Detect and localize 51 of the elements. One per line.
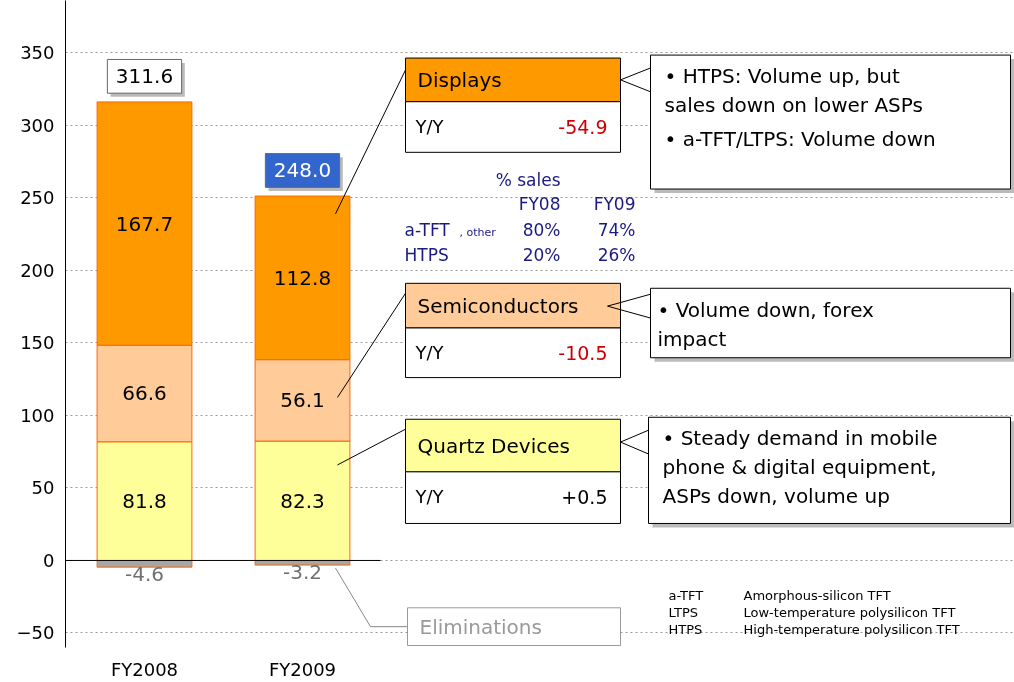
text: 74% xyxy=(597,219,636,240)
y-tick-label: 350 xyxy=(20,42,55,64)
total-label: 248.0 xyxy=(273,158,332,183)
data-label: 56.1 xyxy=(280,388,325,413)
y-tick-label: 250 xyxy=(20,187,55,209)
y-tick-label: 50 xyxy=(31,477,55,499)
data-label: -4.6 xyxy=(124,562,165,587)
y-tick-label: 300 xyxy=(20,114,55,136)
y-tick-label: 150 xyxy=(20,332,55,354)
data-label: -3.2 xyxy=(282,560,323,585)
text: HTPS xyxy=(668,622,703,638)
text: +0.5 xyxy=(561,485,608,508)
text: , other xyxy=(459,226,497,240)
text: Y/Y xyxy=(414,486,445,508)
x-tick-label: FY2009 xyxy=(268,658,337,680)
data-label: 112.8 xyxy=(273,265,332,290)
text: a-TFT xyxy=(404,219,451,240)
text: Quartz Devices xyxy=(417,433,570,458)
y-tick-label: 0 xyxy=(43,549,55,571)
text: • Steady demand in mobile phone & digital equipment, ASPs down, volume up xyxy=(662,426,938,508)
text: LTPS xyxy=(668,605,698,621)
text: Displays xyxy=(417,67,502,92)
text: FY09 xyxy=(593,193,636,214)
total-label: 311.6 xyxy=(115,64,174,89)
data-label: 82.3 xyxy=(280,488,325,513)
data-label: 81.8 xyxy=(122,489,167,514)
text: FY08 xyxy=(518,193,561,214)
text: 20% xyxy=(522,244,561,265)
text: • HTPS: Volume up, but sales down on lower ASPs xyxy=(664,64,923,117)
text: Semiconductors xyxy=(417,293,579,318)
text: -54.9 xyxy=(558,115,608,138)
text: Amorphous-silicon TFT xyxy=(743,588,891,604)
y-tick-label: 200 xyxy=(20,259,55,281)
text: High-temperature polysilicon TFT xyxy=(743,622,960,638)
y-tick-label: 100 xyxy=(20,404,55,426)
text: 26% xyxy=(597,244,636,265)
text: % sales xyxy=(495,170,561,191)
text: Y/Y xyxy=(414,116,445,138)
text: Low-temperature polysilicon TFT xyxy=(743,605,956,621)
text: a-TFT xyxy=(668,588,704,604)
text: HTPS xyxy=(404,244,449,265)
text: • a-TFT/LTPS: Volume down xyxy=(664,126,936,151)
x-tick-label: FY2008 xyxy=(110,658,179,680)
text: 80% xyxy=(522,219,561,240)
y-tick-label: −50 xyxy=(16,622,55,644)
text: • Volume down, forex impact xyxy=(657,298,875,351)
text: -10.5 xyxy=(558,341,608,364)
text: Eliminations xyxy=(419,614,542,639)
text: Y/Y xyxy=(414,342,445,364)
data-label: 66.6 xyxy=(122,381,167,406)
data-label: 167.7 xyxy=(115,211,174,236)
